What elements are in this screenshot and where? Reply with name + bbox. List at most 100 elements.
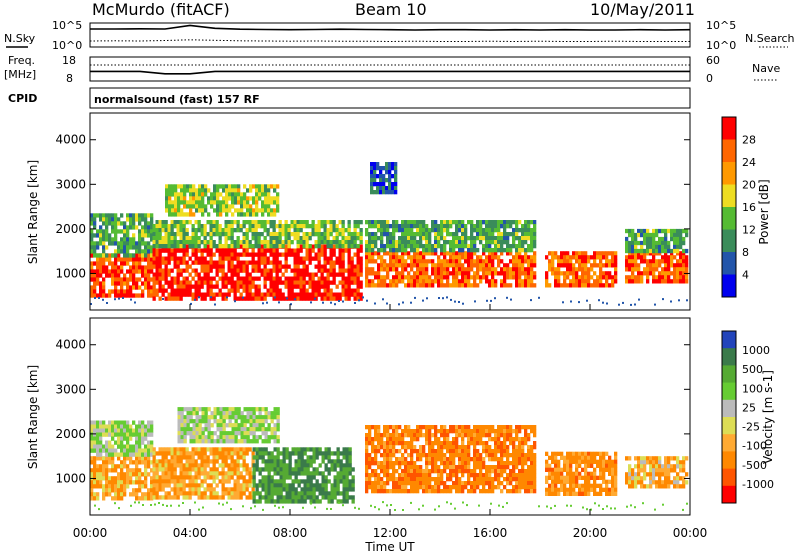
power-cell [284,268,288,273]
velocity-cell [194,479,198,484]
power-cell [461,267,465,272]
power-cell [224,272,228,277]
power-cell [473,251,477,256]
velocity-cell [297,483,301,488]
power-cell [479,255,483,260]
power-cell [376,186,380,191]
power-cell [114,257,118,262]
velocity-cell [242,451,246,456]
velocity-cell [261,427,265,432]
power-cell [365,267,369,272]
velocity-cell [273,439,277,444]
velocity-cell [434,469,438,474]
velocity-cell [230,491,234,496]
velocity-cell [135,480,139,485]
velocity-cell [192,435,196,440]
velocity-cell [261,447,265,452]
power-cell [237,208,241,213]
power-cell [290,220,294,225]
power-cell [233,288,237,293]
power-cell [590,263,594,268]
power-cell [368,232,372,237]
power-cell [234,184,238,189]
velocity-cell [425,437,429,442]
power-cell [329,296,333,301]
power-cell [464,240,468,245]
power-cell [392,259,396,264]
power-cell [473,228,477,233]
power-cell [305,264,309,269]
power-cell [135,281,139,286]
power-cell [563,255,567,260]
velocity-cell [129,452,133,457]
power-cell [383,267,387,272]
power-cell [374,220,378,225]
power-cell [299,284,303,289]
freq-unit-label: [MHz] [4,68,36,81]
power-cell [401,271,405,276]
power-cell [221,252,225,257]
velocity-cell [446,429,450,434]
velocity-cell [120,436,124,441]
power-cell [464,236,468,241]
velocity-cell [255,459,259,464]
power-cell [654,303,656,306]
power-cell [500,283,504,288]
power-cell [676,279,680,284]
velocity-cell [120,432,124,437]
power-cell [239,264,243,269]
power-cell [317,244,321,249]
power-cell [410,244,414,249]
power-cell [257,240,261,245]
power-cell [503,228,507,233]
power-cell [227,292,231,297]
power-cell [488,248,492,253]
velocity-cell [401,457,405,462]
power-cell [135,269,139,274]
power-cell [260,296,264,301]
power-cell [462,302,464,305]
power-cell [296,228,300,233]
power-cell [186,184,190,189]
power-cell [248,280,252,285]
power-cell [93,269,97,274]
velocity-cell [215,475,219,480]
power-cell [425,224,429,229]
power-cell [338,220,342,225]
power-cell [216,192,220,197]
power-cell [242,224,246,229]
velocity-cell [276,491,280,496]
power-cell [102,265,106,270]
velocity-cell [416,449,420,454]
power-cell [383,224,387,229]
power-cell [299,240,303,245]
power-cell [132,261,136,266]
velocity-cell [273,471,277,476]
power-cell [170,244,174,249]
power-colorbar-tick-label: 12 [742,224,756,237]
power-cell [236,240,240,245]
velocity-cell [219,407,223,412]
velocity-cell [129,472,133,477]
power-cell [365,263,369,268]
power-cell [365,251,369,256]
date-title: 10/May/2011 [590,0,695,19]
velocity-cell [258,423,262,428]
velocity-cell [258,471,262,476]
power-cell [628,263,632,268]
power-cell [386,224,390,229]
power-cell [254,224,258,229]
power-cell [581,275,585,280]
power-cell [227,236,231,241]
power-cell [554,267,558,272]
velocity-cell [345,447,349,452]
power-cell [394,190,398,195]
power-cell [141,237,145,242]
velocity-cell [294,495,298,500]
velocity-cell [440,457,444,462]
power-cell [422,220,426,225]
power-cell [287,224,291,229]
power-cell [395,255,399,260]
velocity-cell [336,471,340,476]
power-cell [167,224,171,229]
